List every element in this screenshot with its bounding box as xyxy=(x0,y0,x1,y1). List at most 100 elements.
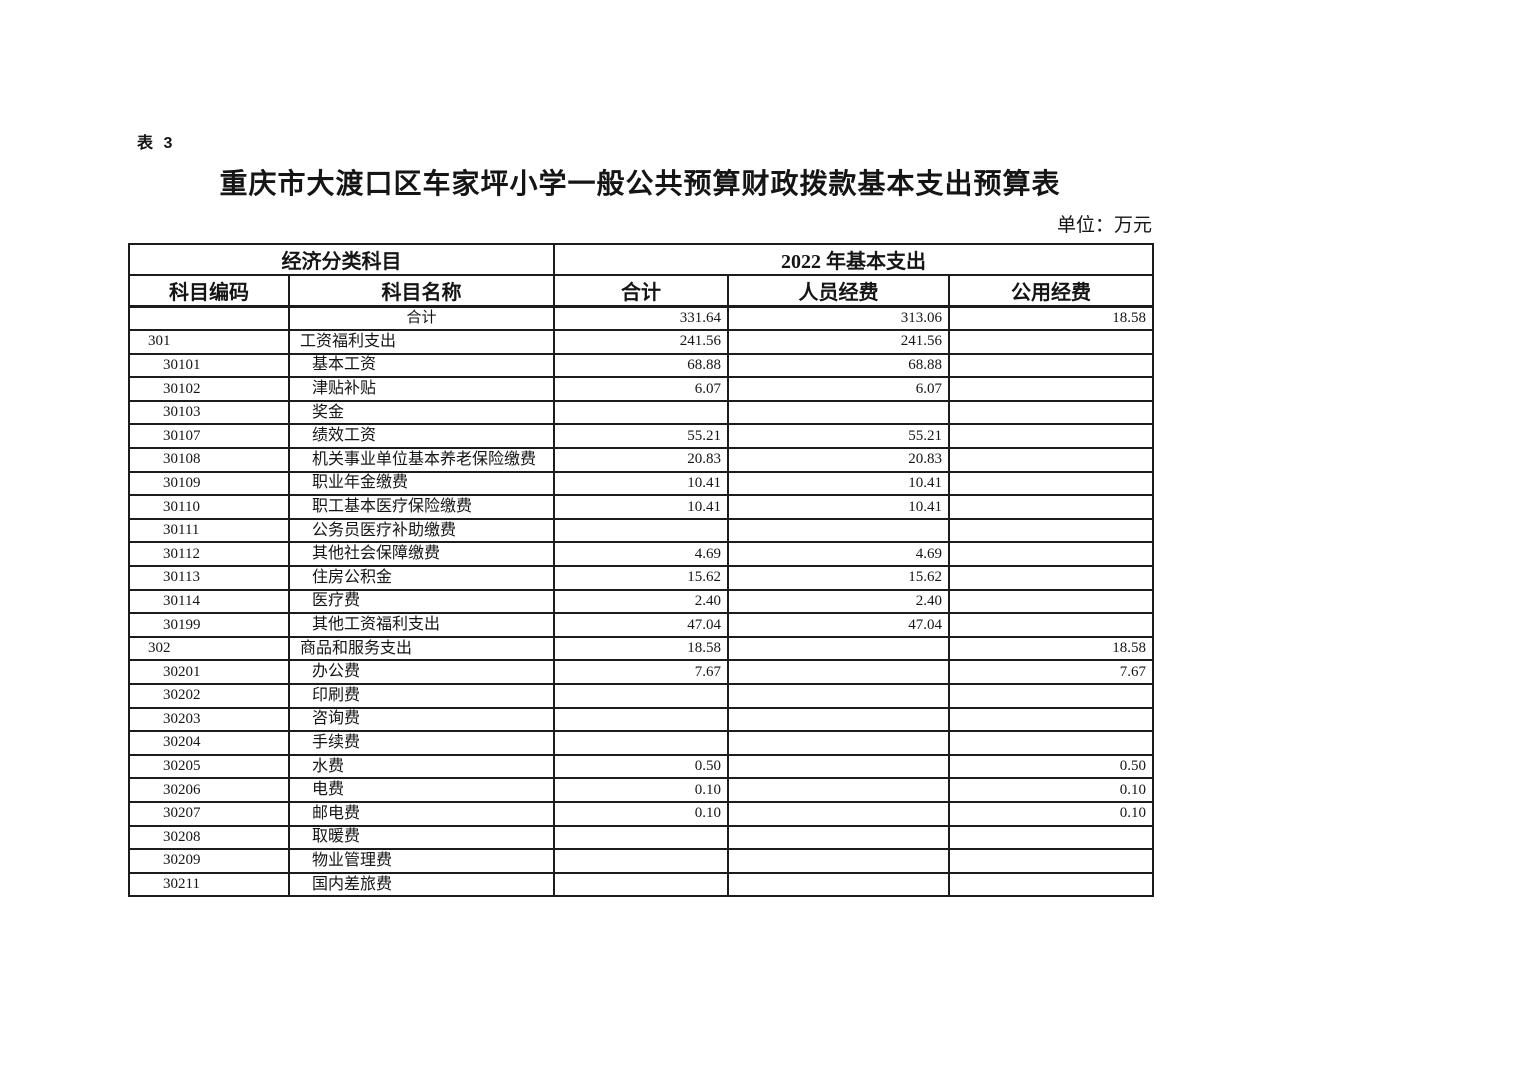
subject-name-cell: 商品和服务支出 xyxy=(288,635,555,662)
personnel-funds-cell xyxy=(727,517,950,544)
total-value-cell: 10.41 xyxy=(553,494,729,520)
public-funds-cell xyxy=(948,871,1154,898)
public-funds-cell xyxy=(948,588,1154,615)
subject-code-cell: 30111 xyxy=(128,517,290,544)
total-value-cell: 6.07 xyxy=(553,376,729,402)
table-row: 30204 手续费 xyxy=(128,730,1154,756)
header-columns-row: 科目编码 科目名称 合计 人员经费 公用经费 xyxy=(128,274,1154,308)
total-value-cell: 0.50 xyxy=(553,753,729,780)
subject-code-cell: 30113 xyxy=(128,565,290,591)
public-funds-cell: 18.58 xyxy=(948,305,1154,332)
subject-code-cell: 30209 xyxy=(128,848,290,874)
public-funds-cell xyxy=(948,730,1154,756)
subject-code-cell: 30202 xyxy=(128,683,290,709)
table-row: 302 商品和服务支出 18.58 18.58 xyxy=(128,635,1154,662)
total-value-cell: 47.04 xyxy=(553,612,729,638)
subject-code-cell: 30204 xyxy=(128,730,290,756)
personnel-funds-cell: 47.04 xyxy=(727,612,950,638)
public-funds-cell xyxy=(948,565,1154,591)
total-value-cell: 10.41 xyxy=(553,470,729,497)
subject-name-cell: 其他社会保障缴费 xyxy=(288,541,555,568)
subject-name-cell: 办公费 xyxy=(288,659,555,685)
total-value-cell: 15.62 xyxy=(553,565,729,591)
personnel-funds-cell: 68.88 xyxy=(727,352,950,379)
personnel-funds-cell xyxy=(727,753,950,780)
subject-code-cell: 302 xyxy=(128,635,290,662)
subject-name-cell: 取暖费 xyxy=(288,824,555,851)
table-row: 30201 办公费 7.67 7.67 xyxy=(128,659,1154,685)
total-value-cell: 0.10 xyxy=(553,777,729,803)
total-value-cell: 68.88 xyxy=(553,352,729,379)
table-row: 30108 机关事业单位基本养老保险缴费 20.83 20.83 xyxy=(128,447,1154,473)
subject-code-cell: 30201 xyxy=(128,659,290,685)
personnel-funds-cell xyxy=(727,848,950,874)
table-row: 30107 绩效工资 55.21 55.21 xyxy=(128,423,1154,450)
table-row: 30202 印刷费 xyxy=(128,683,1154,709)
unit-label: 单位：万元 xyxy=(1056,215,1152,236)
public-funds-cell: 18.58 xyxy=(948,635,1154,662)
personnel-funds-cell xyxy=(727,683,950,709)
subject-code-cell: 30103 xyxy=(128,399,290,426)
table-row: 30114 医疗费 2.40 2.40 xyxy=(128,588,1154,615)
total-value-cell xyxy=(553,517,729,544)
header-subject-code: 科目编码 xyxy=(128,274,290,308)
public-funds-cell xyxy=(948,399,1154,426)
personnel-funds-cell xyxy=(727,824,950,851)
table-row: 30203 咨询费 xyxy=(128,706,1154,733)
subject-name-cell: 基本工资 xyxy=(288,352,555,379)
subject-name-cell: 绩效工资 xyxy=(288,423,555,450)
subject-code-cell: 30114 xyxy=(128,588,290,615)
header-total: 合计 xyxy=(553,274,729,308)
subject-name-cell: 电费 xyxy=(288,777,555,803)
public-funds-cell: 7.67 xyxy=(948,659,1154,685)
subject-code-cell: 30101 xyxy=(128,352,290,379)
total-value-cell: 20.83 xyxy=(553,447,729,473)
subject-name-cell: 医疗费 xyxy=(288,588,555,615)
public-funds-cell xyxy=(948,848,1154,874)
personnel-funds-cell: 10.41 xyxy=(727,494,950,520)
subject-code-cell: 30112 xyxy=(128,541,290,568)
subject-name-cell: 咨询费 xyxy=(288,706,555,733)
public-funds-cell xyxy=(948,423,1154,450)
subject-name-cell: 物业管理费 xyxy=(288,848,555,874)
public-funds-cell xyxy=(948,376,1154,402)
public-funds-cell xyxy=(948,824,1154,851)
total-value-cell: 0.10 xyxy=(553,800,729,827)
header-subject-group: 经济分类科目 xyxy=(128,243,555,276)
table-row: 30111 公务员医疗补助缴费 xyxy=(128,517,1154,544)
table-row: 30103 奖金 xyxy=(128,399,1154,426)
public-funds-cell xyxy=(948,683,1154,709)
subject-code-cell: 30199 xyxy=(128,612,290,638)
subject-name-cell: 住房公积金 xyxy=(288,565,555,591)
public-funds-cell: 0.10 xyxy=(948,777,1154,803)
personnel-funds-cell xyxy=(727,659,950,685)
public-funds-cell xyxy=(948,470,1154,497)
subject-code-cell xyxy=(128,305,290,332)
public-funds-cell xyxy=(948,494,1154,520)
table-row: 30109 职业年金缴费 10.41 10.41 xyxy=(128,470,1154,497)
public-funds-cell: 0.50 xyxy=(948,753,1154,780)
table-row: 30209 物业管理费 xyxy=(128,848,1154,874)
personnel-funds-cell xyxy=(727,777,950,803)
table-row: 30113 住房公积金 15.62 15.62 xyxy=(128,565,1154,591)
public-funds-cell xyxy=(948,517,1154,544)
total-value-cell xyxy=(553,730,729,756)
total-value-cell xyxy=(553,848,729,874)
subject-code-cell: 30206 xyxy=(128,777,290,803)
personnel-funds-cell: 55.21 xyxy=(727,423,950,450)
personnel-funds-cell xyxy=(727,635,950,662)
total-value-cell xyxy=(553,399,729,426)
personnel-funds-cell: 4.69 xyxy=(727,541,950,568)
subject-name-cell: 国内差旅费 xyxy=(288,871,555,898)
table-row: 301 工资福利支出 241.56 241.56 xyxy=(128,329,1154,355)
table-row: 30206 电费 0.10 0.10 xyxy=(128,777,1154,803)
subject-code-cell: 30102 xyxy=(128,376,290,402)
table-row: 30208 取暖费 xyxy=(128,824,1154,851)
table-row: 30199 其他工资福利支出 47.04 47.04 xyxy=(128,612,1154,638)
personnel-funds-cell: 10.41 xyxy=(727,470,950,497)
header-year-group: 2022 年基本支出 xyxy=(553,243,1154,276)
personnel-funds-cell: 2.40 xyxy=(727,588,950,615)
subject-name-cell: 手续费 xyxy=(288,730,555,756)
subject-code-cell: 30208 xyxy=(128,824,290,851)
subject-name-cell: 职工基本医疗保险缴费 xyxy=(288,494,555,520)
